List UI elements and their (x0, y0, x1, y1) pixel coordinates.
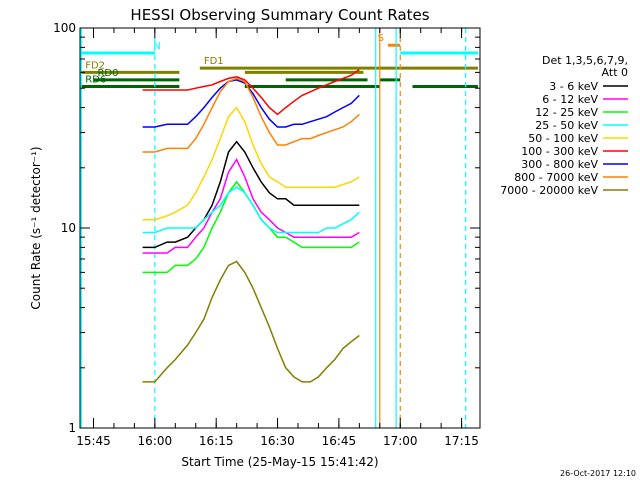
y-tick-label: 100 (53, 21, 76, 35)
legend-entry-label: 12 - 25 keV (535, 106, 598, 119)
legend-header: Det 1,3,5,6,7,9, (542, 54, 628, 67)
y-axis-title: Count Rate (s⁻¹ detector⁻¹) (29, 146, 43, 309)
series-line (142, 186, 360, 234)
series-line (142, 260, 360, 383)
flag-bar-label: RD0 (97, 68, 118, 79)
x-tick-label: 16:45 (322, 434, 357, 448)
x-tick-label: 16:30 (260, 434, 295, 448)
legend-entry-label: 100 - 300 keV (521, 145, 598, 158)
series-line (142, 180, 360, 274)
flag-bar-label: N (153, 41, 160, 52)
flag-bar-label: FD2 (85, 60, 105, 71)
series-line (142, 140, 360, 249)
x-tick-label: 15:45 (76, 434, 111, 448)
axes-layer: 1 10 100 15:45 16:00 16:15 16:30 16:45 17:00 17:1… (53, 21, 481, 448)
y-tick-label: 1 (68, 421, 76, 435)
legend-entry-label: 3 - 6 keV (549, 80, 598, 93)
flag-bar-label: FD1 (204, 56, 224, 67)
legend-entry-label: 800 - 7000 keV (514, 171, 598, 184)
legend-entry-label: 25 - 50 keV (535, 119, 598, 132)
y-tick-label: 10 (61, 221, 76, 235)
legend-entry-label: 50 - 100 keV (528, 132, 598, 145)
series-line (142, 157, 360, 254)
legend-entry-label: 6 - 12 keV (542, 93, 598, 106)
series-layer (142, 68, 360, 383)
series-line (142, 68, 360, 116)
vertical-markers-layer (80, 28, 467, 428)
flag-bar-label: RD6 (85, 74, 106, 85)
series-line (142, 106, 360, 221)
series-line (142, 77, 360, 153)
timestamp-label: 26-Oct-2017 12:10 (560, 469, 636, 478)
legend-entry-label: 7000 - 20000 keV (500, 184, 598, 197)
plot-frame (79, 27, 481, 429)
legend-header: Att 0 (602, 66, 628, 79)
x-tick-label: 17:00 (383, 434, 418, 448)
x-tick-label: 16:00 (138, 434, 173, 448)
x-axis-title: Start Time (25-May-15 15:41:42) (181, 455, 378, 469)
legend-entry-label: 300 - 800 keV (521, 158, 598, 171)
chart-title: HESSI Observing Summary Count Rates (130, 6, 429, 24)
x-tick-label: 16:15 (199, 434, 234, 448)
x-tick-label: 17:15 (444, 434, 479, 448)
series-line (142, 79, 360, 128)
flag-bar-label: S (378, 33, 384, 44)
